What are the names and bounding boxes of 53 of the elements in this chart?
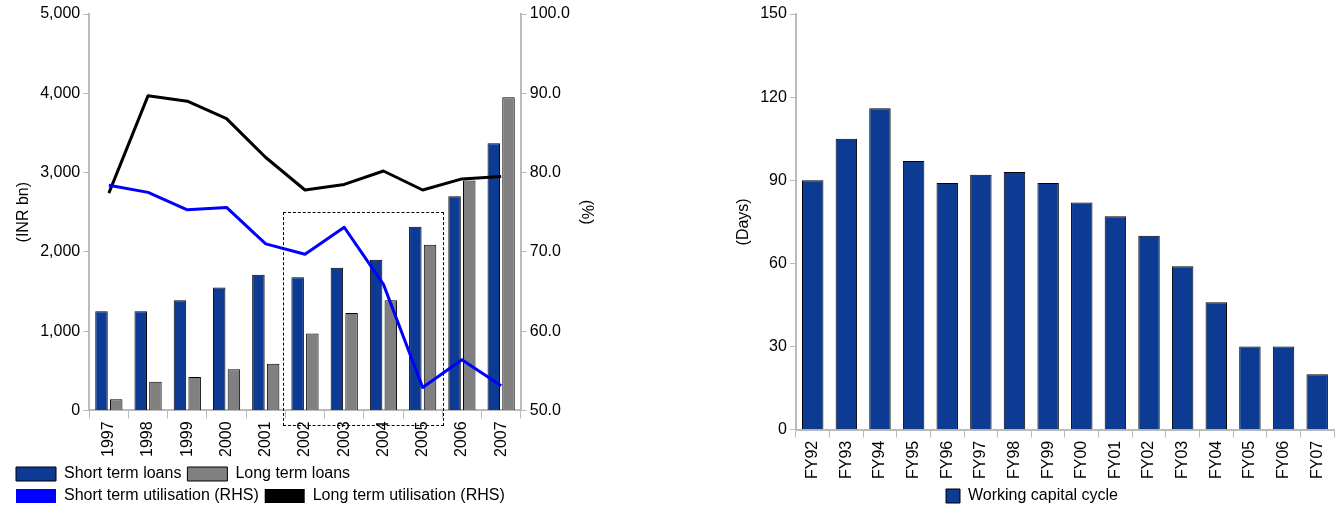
x-tick-label: 2004 (373, 421, 391, 457)
y-tick-label: 0 (71, 400, 81, 418)
x-tick-label: FY95 (904, 440, 922, 480)
x-tick-label: FY00 (1072, 440, 1090, 480)
x-tick-label: FY03 (1173, 440, 1191, 480)
y-tick-label: 1,000 (40, 321, 81, 339)
y-tick-label: 60 (769, 253, 787, 271)
x-tick-label: FY01 (1105, 440, 1123, 480)
x-tick-label: FY92 (803, 440, 821, 480)
legend-label: Short term loans (64, 464, 182, 482)
x-tick-label: FY02 (1139, 440, 1157, 480)
y2-axis-title: (%) (578, 199, 596, 225)
x-tick-label: 2006 (452, 421, 470, 457)
x-tick-label: 2002 (295, 421, 313, 457)
y2-tick-label: 70.0 (529, 242, 561, 260)
x-tick-label: 1999 (177, 421, 195, 457)
y-tick-label: 0 (777, 420, 787, 438)
y-tick-label: 5,000 (40, 4, 81, 22)
y2-tick-label: 90.0 (529, 83, 561, 101)
legend-label: Long term utilisation (RHS) (312, 486, 505, 504)
x-tick-label: 2001 (256, 421, 274, 457)
y-tick-label: 4,000 (40, 83, 81, 101)
y-axis-title: (Days) (734, 198, 752, 246)
x-tick-label: 2000 (216, 421, 234, 457)
x-tick-label: 2005 (413, 421, 431, 457)
y2-tick-label: 80.0 (529, 162, 561, 180)
x-tick-label: FY06 (1273, 440, 1291, 480)
y2-tick-label: 60.0 (529, 321, 561, 339)
x-tick-label: FY07 (1307, 440, 1325, 480)
x-tick-label: FY98 (1004, 440, 1022, 480)
legend-label: Short term utilisation (RHS) (64, 486, 259, 504)
x-tick-label: FY05 (1240, 440, 1258, 480)
x-tick-label: 1997 (99, 421, 117, 457)
y-axis-title: (INR bn) (14, 181, 32, 243)
x-tick-label: FY96 (937, 440, 955, 480)
y-tick-label: 30 (769, 337, 787, 355)
legend-label: Long term loans (235, 464, 351, 482)
x-tick-label: FY04 (1206, 440, 1224, 480)
y2-tick-label: 100.0 (529, 4, 570, 22)
y-tick-label: 120 (760, 87, 787, 105)
x-tick-label: 2007 (491, 421, 509, 457)
y2-tick-label: 50.0 (529, 400, 561, 418)
x-tick-label: FY94 (870, 440, 888, 480)
y-tick-label: 150 (760, 4, 787, 22)
x-tick-label: 1998 (138, 421, 156, 457)
x-tick-label: FY99 (1038, 440, 1056, 480)
x-tick-label: FY93 (836, 440, 854, 480)
y-tick-label: 3,000 (40, 162, 81, 180)
x-tick-label: 2003 (334, 421, 352, 457)
y-tick-label: 90 (769, 170, 787, 188)
legend-label: Working capital cycle (968, 486, 1119, 504)
x-tick-label: FY97 (971, 440, 989, 480)
y-tick-label: 2,000 (40, 242, 81, 260)
